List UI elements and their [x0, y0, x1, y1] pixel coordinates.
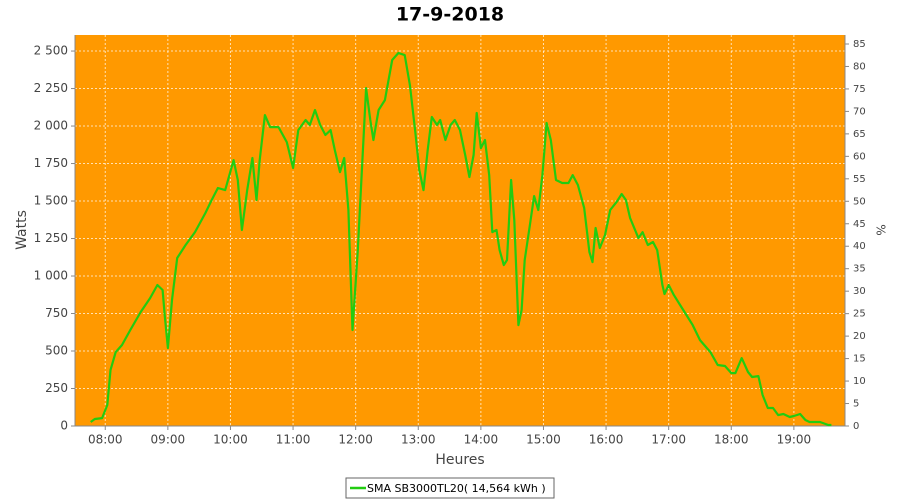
x-tick-label: 18:00: [714, 433, 749, 447]
y-tick-label: 1 500: [34, 194, 68, 208]
legend-box: [345, 477, 555, 499]
y2-tick-label: 5: [853, 399, 859, 410]
legend-label: SMA SB3000TL20( 14,564 kWh ): [367, 482, 546, 495]
y2-tick-label: 60: [853, 151, 866, 162]
y2-tick-label: 30: [853, 286, 866, 297]
y-tick-label: 2 250: [34, 81, 68, 95]
y-tick-label: 1 750: [34, 156, 68, 170]
x-tick-label: 14:00: [464, 433, 499, 447]
y2-tick-label: 70: [853, 106, 866, 117]
y-tick-label: 2 500: [34, 44, 68, 58]
x-tick-label: 08:00: [88, 433, 123, 447]
y2-tick-label: 50: [853, 196, 866, 207]
y2-tick-label: 25: [853, 309, 866, 320]
x-tick-label: 17:00: [651, 433, 686, 447]
y2-tick-label: 85: [853, 39, 866, 50]
x-tick-label: 10:00: [213, 433, 248, 447]
y2-tick-label: 0: [853, 421, 859, 432]
y-axis-label: Watts: [14, 210, 30, 250]
chart-title: 17-9-2018: [396, 4, 504, 26]
y-tick-label: 1 000: [34, 269, 68, 283]
plot-area: [75, 35, 845, 426]
y-tick-label: 250: [45, 381, 68, 395]
x-tick-label: 09:00: [151, 433, 186, 447]
y2-tick-label: 20: [853, 331, 866, 342]
y2-tick-label: 45: [853, 219, 866, 230]
x-tick-label: 16:00: [589, 433, 624, 447]
y2-tick-label: 15: [853, 354, 866, 365]
y2-axis-label: %: [874, 224, 888, 235]
y2-tick-label: 35: [853, 264, 866, 275]
y-tick-label: 0: [60, 419, 68, 433]
x-tick-label: 11:00: [276, 433, 311, 447]
y2-tick-label: 55: [853, 174, 866, 185]
series-line: [90, 51, 832, 427]
x-axis-label: Heures: [435, 452, 484, 468]
y-tick-label: 2 000: [34, 119, 68, 133]
y-tick-label: 750: [45, 306, 68, 320]
y-tick-label: 500: [45, 344, 68, 358]
y2-tick-label: 80: [853, 61, 866, 72]
x-tick-label: 15:00: [526, 433, 561, 447]
y2-tick-label: 75: [853, 84, 866, 95]
y2-tick-label: 40: [853, 241, 866, 252]
x-tick-label: 13:00: [401, 433, 436, 447]
y2-tick-label: 65: [853, 129, 866, 140]
x-tick-label: 19:00: [777, 433, 812, 447]
y-tick-label: 1 250: [34, 231, 68, 245]
y2-tick-label: 10: [853, 376, 866, 387]
x-tick-label: 12:00: [338, 433, 373, 447]
